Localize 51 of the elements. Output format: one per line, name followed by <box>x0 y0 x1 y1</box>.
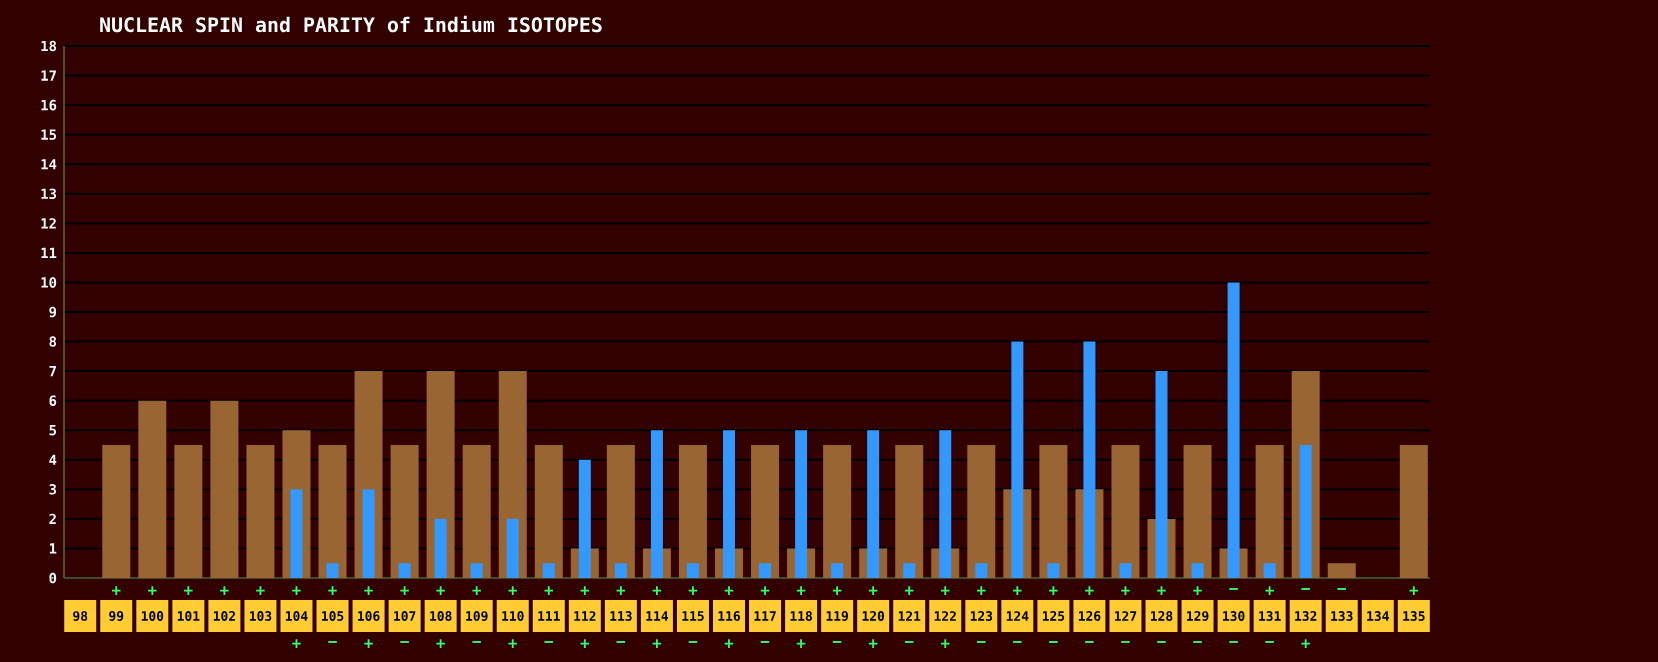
bar <box>795 430 808 578</box>
bar <box>318 445 347 578</box>
bar <box>1083 341 1096 578</box>
bar <box>1227 282 1240 578</box>
chart-title: NUCLEAR SPIN and PARITY of Indium ISOTOPES <box>100 15 602 33</box>
bar <box>1191 563 1204 578</box>
bar <box>831 563 844 578</box>
bar <box>246 445 275 578</box>
bar <box>903 563 916 578</box>
bar <box>506 518 519 578</box>
bar <box>470 563 483 578</box>
bar <box>1183 445 1212 578</box>
bar <box>895 445 924 578</box>
bar <box>1039 445 1068 578</box>
bar <box>1299 445 1312 578</box>
bar <box>534 445 563 578</box>
bar <box>678 445 707 578</box>
bar <box>967 445 996 578</box>
bar <box>290 489 303 578</box>
bar <box>102 445 131 578</box>
bar <box>462 445 491 578</box>
bar <box>210 400 239 578</box>
bar <box>1119 563 1132 578</box>
bar <box>1111 445 1140 578</box>
bar <box>751 445 780 578</box>
bar <box>326 563 339 578</box>
bar <box>723 430 735 578</box>
bar <box>434 518 447 578</box>
bar <box>542 563 555 578</box>
bar <box>578 459 591 578</box>
bar <box>174 445 203 578</box>
bar <box>650 430 663 578</box>
bar <box>1327 563 1356 578</box>
bar <box>1047 563 1060 578</box>
bar <box>138 400 167 578</box>
bar <box>975 563 988 578</box>
bar <box>939 430 952 578</box>
bar <box>686 563 699 578</box>
bar <box>362 489 375 578</box>
bar <box>614 563 627 578</box>
bar <box>1255 445 1284 578</box>
bar <box>398 563 411 578</box>
bar <box>823 445 852 578</box>
bar <box>1399 445 1428 578</box>
bar <box>867 430 880 578</box>
bar <box>390 445 419 578</box>
bar <box>759 563 772 578</box>
bar <box>1155 371 1168 578</box>
bar <box>1263 563 1276 578</box>
bar <box>1011 341 1024 578</box>
bar <box>606 445 635 578</box>
